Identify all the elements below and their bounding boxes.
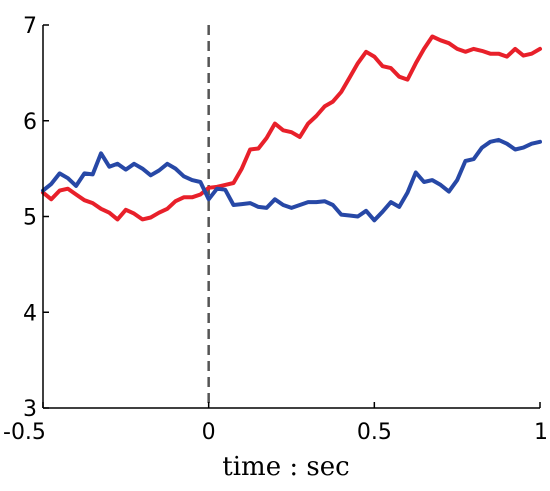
x-axis-title: time : sec bbox=[222, 452, 349, 482]
axes-layer bbox=[42, 24, 541, 409]
x-tick-label: -0.5 bbox=[3, 420, 46, 445]
y-tick-label: 6 bbox=[23, 110, 37, 135]
y-tick-label: 4 bbox=[23, 301, 37, 326]
y-tick-label: 3 bbox=[23, 397, 37, 422]
x-tick-label: 0 bbox=[202, 420, 216, 445]
series-layer bbox=[41, 25, 542, 408]
y-tick-label: 7 bbox=[23, 14, 37, 39]
x-tick-label: 1 bbox=[534, 420, 548, 445]
series-line-1 bbox=[41, 34, 542, 222]
x-tick-label: 0.5 bbox=[357, 420, 392, 445]
series-line-2 bbox=[41, 137, 542, 223]
y-tick-label: 5 bbox=[23, 206, 37, 231]
tick-label-layer: 3 4 5 6 7 -0.5 0 0.5 1 bbox=[3, 14, 548, 445]
